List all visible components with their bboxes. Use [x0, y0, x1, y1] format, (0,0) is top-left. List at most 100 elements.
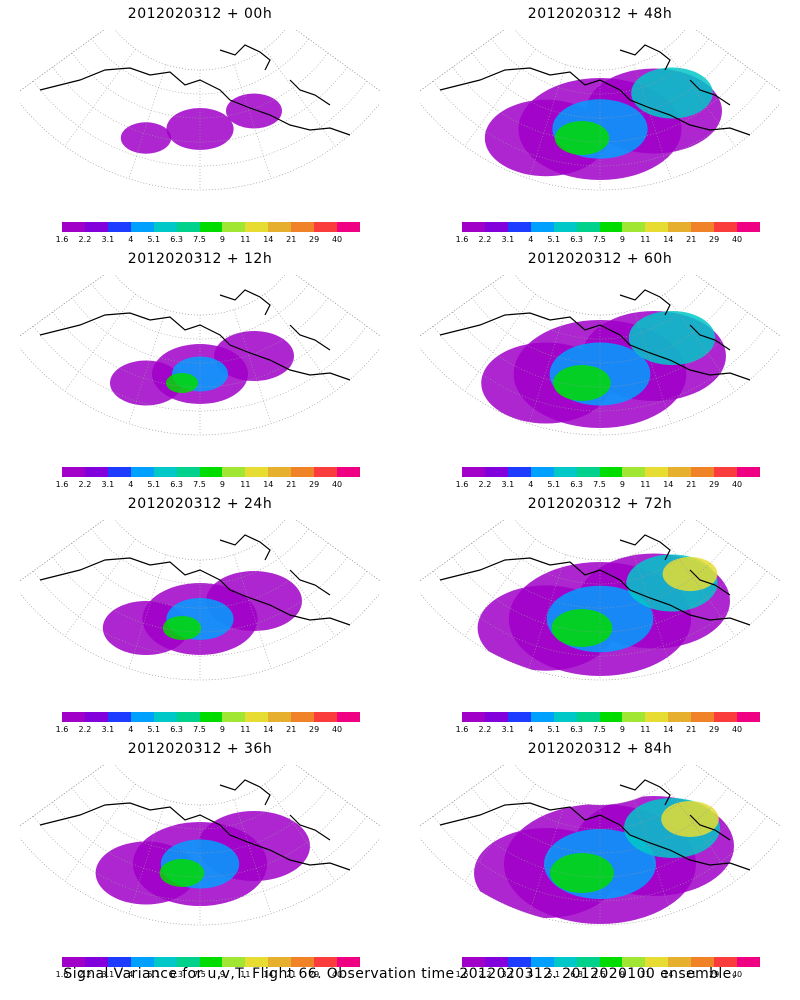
colorbar-label: 9	[619, 970, 625, 979]
parallel-line	[91, 283, 309, 340]
colorbar-swatch	[622, 222, 646, 232]
colorbar-swatch	[576, 467, 600, 477]
colorbar-swatch	[268, 712, 292, 722]
colorbar	[462, 712, 760, 722]
variance-blob	[662, 556, 718, 592]
meridian-line	[64, 293, 136, 392]
colorbar-label: 1.6	[55, 725, 69, 734]
polar-map	[20, 275, 380, 436]
colorbar-label: 2.2	[478, 725, 492, 734]
colorbar-swatch	[553, 222, 577, 232]
colorbar-swatch	[107, 957, 131, 967]
colorbar-label: 40	[731, 235, 743, 244]
colorbar-swatch	[62, 467, 85, 477]
colorbar-swatch	[337, 222, 360, 232]
colorbar-swatch	[645, 712, 669, 722]
coastline	[439, 534, 751, 626]
meridian-line	[420, 30, 505, 92]
colorbar-label: 11	[240, 970, 251, 979]
forecast-panel: 2012020312 + 00h 1.6 2.2 3.1 4 5.1 6.3 7.5 9 11 14…	[0, 0, 400, 245]
colorbar-label: 5.1	[147, 235, 161, 244]
coastline	[439, 289, 751, 381]
colorbar-label: 21	[686, 235, 697, 244]
colorbar-swatch	[599, 467, 623, 477]
colorbar	[462, 222, 760, 232]
colorbar-label: 21	[686, 970, 697, 979]
colorbar-swatch	[576, 957, 600, 967]
forecast-panel: 2012020312 + 84h 1.6 2.2 3.1 4 5.1 6.3 7.5 9 11 14…	[400, 735, 800, 980]
colorbar-label: 3.1	[101, 480, 115, 489]
variance-blob	[554, 121, 610, 155]
colorbar-swatch	[199, 222, 223, 232]
variance-blob	[166, 108, 234, 150]
parallel-line	[491, 528, 709, 585]
colorbar-label: 29	[709, 725, 720, 734]
colorbar-swatch	[691, 712, 715, 722]
colorbar-labels: 1.6 2.2 3.1 4 5.1 6.3 7.5 9 11 14 21 29 40	[456, 970, 760, 980]
polar-map	[420, 765, 780, 926]
coastline	[39, 534, 351, 626]
meridian-line	[128, 64, 167, 179]
meridian-line	[295, 275, 380, 337]
colorbar-swatch	[84, 957, 108, 967]
colorbar-label: 9	[619, 725, 625, 734]
colorbar-swatch	[622, 467, 646, 477]
meridian-line	[20, 765, 105, 827]
colorbar-swatch	[291, 712, 315, 722]
coastline	[39, 44, 351, 136]
colorbar-swatch	[199, 467, 223, 477]
map-border	[20, 275, 380, 436]
polar-map	[20, 520, 380, 681]
colorbar-swatch	[245, 712, 269, 722]
polar-map	[20, 30, 380, 191]
colorbar-swatch	[314, 712, 338, 722]
meridian-line	[264, 783, 336, 882]
colorbar-swatch	[462, 222, 485, 232]
colorbar-label: 6.3	[170, 235, 183, 244]
polar-map	[20, 765, 380, 926]
polar-map	[420, 520, 780, 681]
forecast-panel: 2012020312 + 60h 1.6 2.2 3.1 4 5.1 6.3 7.5 9 11 14…	[400, 245, 800, 490]
parallel-line	[471, 297, 729, 364]
meridian-line	[528, 554, 567, 669]
map-border	[20, 765, 380, 926]
parallel-line	[71, 542, 329, 609]
colorbar-swatch	[737, 467, 760, 477]
variance-blob	[166, 373, 198, 393]
colorbar-label: 2.2	[78, 480, 92, 489]
colorbar-swatch	[691, 467, 715, 477]
meridian-line	[64, 538, 136, 637]
colorbar-label: 7.5	[593, 970, 606, 979]
colorbar-swatch	[645, 222, 669, 232]
colorbar-swatch	[576, 712, 600, 722]
colorbar-label: 1.6	[55, 235, 69, 244]
colorbar-label: 40	[331, 480, 343, 489]
colorbar-label: 14	[663, 480, 674, 489]
parallel-line	[471, 52, 729, 119]
map-border	[20, 30, 380, 191]
colorbar-swatch	[337, 467, 360, 477]
colorbar-labels: 1.6 2.2 3.1 4 5.1 6.3 7.5 9 11 14 21 29 40	[456, 235, 760, 245]
colorbar-labels: 1.6 2.2 3.1 4 5.1 6.3 7.5 9 11 14 21 29 40	[56, 480, 360, 490]
meridian-line	[464, 293, 536, 392]
parallel-line	[471, 542, 729, 609]
parallel-line	[71, 297, 329, 364]
colorbar-label: 1.6	[455, 235, 469, 244]
colorbar-label: 5.1	[547, 970, 561, 979]
parallel-line	[452, 66, 748, 143]
colorbar-swatch	[737, 957, 760, 967]
colorbar-label: 11	[640, 480, 651, 489]
colorbar	[462, 467, 760, 477]
parallel-line	[52, 801, 348, 878]
colorbar-label: 4	[528, 725, 534, 734]
colorbar	[462, 957, 760, 967]
colorbar-label: 2.2	[478, 970, 492, 979]
variance-blob	[661, 801, 719, 837]
parallel-line	[491, 283, 709, 340]
map-border	[420, 765, 780, 926]
colorbar-label: 14	[663, 970, 674, 979]
variance-blob	[214, 331, 294, 381]
colorbar-swatch	[668, 712, 692, 722]
colorbar-swatch	[714, 712, 738, 722]
colorbar-label: 29	[709, 970, 720, 979]
